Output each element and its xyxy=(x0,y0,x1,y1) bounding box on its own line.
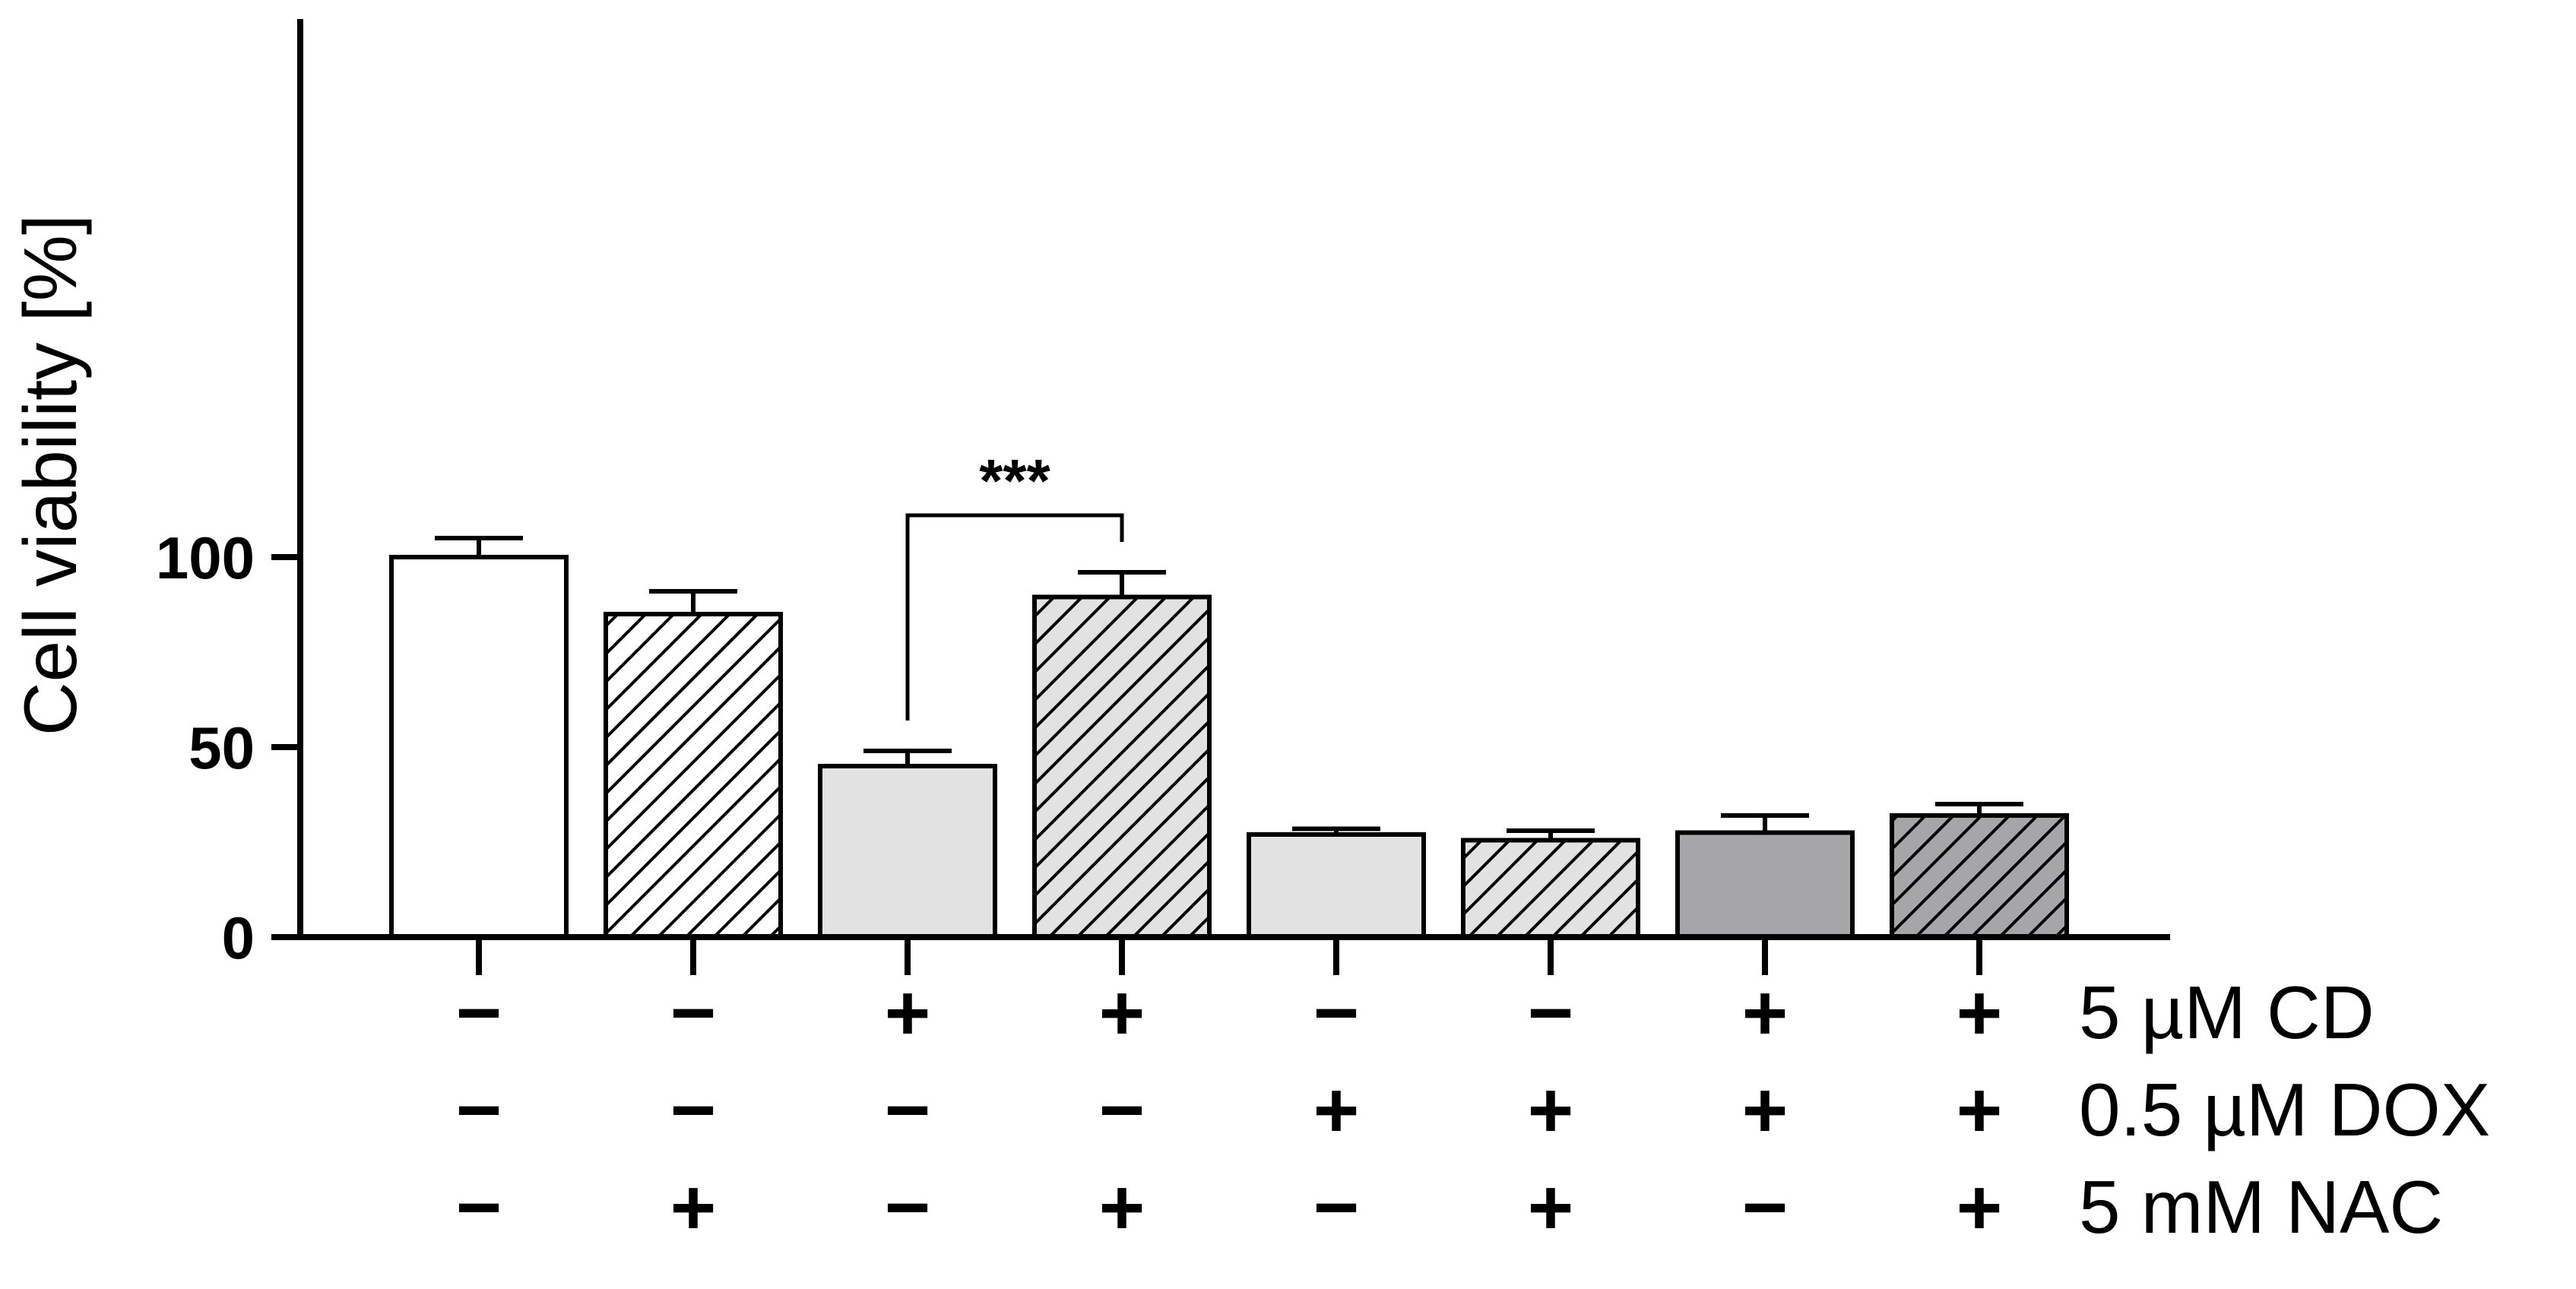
x-ticks-layer xyxy=(476,937,1982,975)
bar-fill xyxy=(391,557,566,937)
bar-fill xyxy=(1249,835,1424,937)
condition-sign: + xyxy=(1099,1164,1145,1252)
condition-label: 0.5 µM DOX xyxy=(2079,1068,2490,1151)
bar-fill xyxy=(820,766,995,937)
condition-sign: − xyxy=(885,1066,931,1154)
condition-sign: − xyxy=(456,1066,502,1154)
condition-sign: + xyxy=(1957,1164,2003,1252)
condition-sign: + xyxy=(1528,1164,1574,1252)
bar-fill xyxy=(1678,832,1852,937)
condition-sign: − xyxy=(1528,969,1574,1057)
condition-label: 5 mM NAC xyxy=(2079,1165,2443,1249)
condition-sign: + xyxy=(1957,969,2003,1057)
condition-sign: + xyxy=(1957,1066,2003,1154)
y-tick-label: 50 xyxy=(189,714,255,781)
condition-sign: − xyxy=(885,1164,931,1252)
condition-sign: + xyxy=(1313,1066,1360,1154)
condition-sign: − xyxy=(456,1164,502,1252)
condition-sign: − xyxy=(1313,969,1360,1057)
condition-sign: + xyxy=(1742,969,1789,1057)
y-tick-label: 0 xyxy=(222,904,255,971)
condition-sign: − xyxy=(670,1066,717,1154)
condition-sign: − xyxy=(1099,1066,1145,1154)
condition-sign: + xyxy=(885,969,931,1057)
y-tick-label: 100 xyxy=(156,524,255,591)
condition-label: 5 µM CD xyxy=(2079,971,2375,1054)
significance-label: *** xyxy=(979,447,1050,515)
condition-sign: + xyxy=(1099,969,1145,1057)
condition-sign: − xyxy=(670,969,717,1057)
condition-sign: − xyxy=(1313,1164,1360,1252)
bars-layer xyxy=(389,555,2069,939)
axes-layer xyxy=(297,19,2170,940)
condition-sign: + xyxy=(1528,1066,1574,1154)
condition-sign: + xyxy=(670,1164,717,1252)
bar-hatch xyxy=(1035,597,1209,937)
bar-hatch xyxy=(1463,840,1638,937)
condition-sign: + xyxy=(1742,1066,1789,1154)
y-ticks-layer: 0 50 100 xyxy=(156,524,300,971)
error-bars-layer xyxy=(435,536,2023,841)
condition-sign: − xyxy=(1742,1164,1789,1252)
significance-bracket xyxy=(905,513,1124,721)
condition-sign: − xyxy=(456,969,502,1057)
significance-annotations: *** xyxy=(905,447,1124,721)
bar-hatch xyxy=(1892,816,2067,937)
condition-table: − − + + − − + +5 µM CD − − − − + + + +0.5 µM DOX − + − + − + −… xyxy=(456,969,2491,1252)
y-axis-title: Cell viability [%] xyxy=(8,214,92,736)
bar-hatch xyxy=(606,614,781,937)
